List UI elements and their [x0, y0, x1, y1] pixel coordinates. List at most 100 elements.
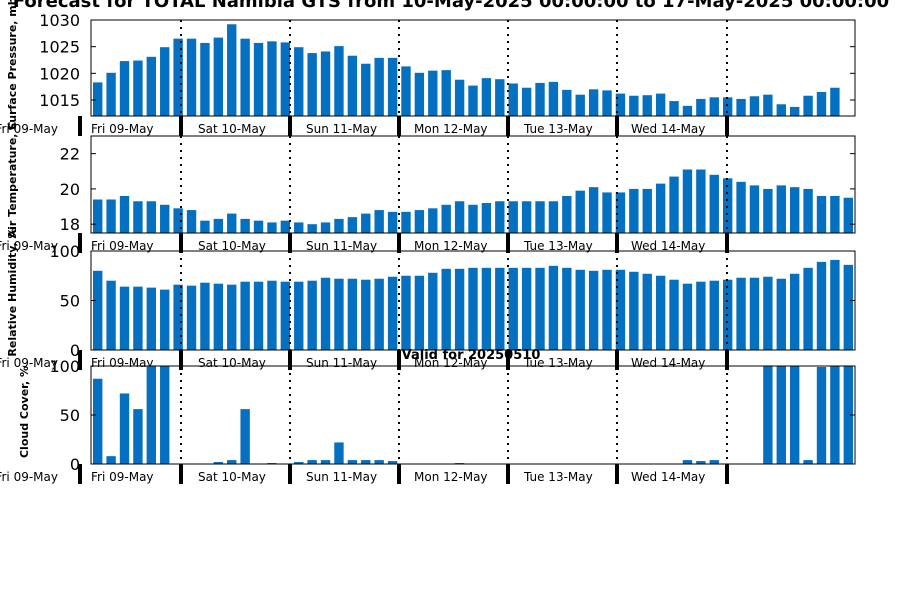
bar [387, 211, 398, 233]
bar [160, 204, 170, 233]
bar [749, 96, 760, 116]
bar [830, 366, 840, 464]
bar [374, 57, 384, 116]
day-tick-label: Sun 11-May [306, 356, 377, 370]
bar [401, 66, 411, 116]
bar [682, 105, 693, 116]
day-tick-label: Wed 14-May [631, 356, 705, 370]
bar [227, 213, 237, 233]
bar [548, 265, 559, 350]
bar [334, 442, 344, 464]
bar [454, 201, 465, 233]
bar [387, 276, 398, 350]
bar [414, 275, 425, 350]
bar [307, 280, 317, 350]
bar [481, 78, 492, 116]
bar [763, 188, 773, 233]
y-tick-label: 1025 [39, 38, 80, 57]
bar [334, 46, 344, 116]
day-tick-label: Wed 14-May [631, 239, 705, 253]
y-tick-label: 0 [70, 455, 80, 474]
bar [763, 276, 773, 350]
bar [119, 286, 130, 350]
day-tick-label: Mon 12-May [414, 239, 488, 253]
bar [320, 51, 331, 116]
bar [696, 98, 706, 116]
day-tick-label: Wed 14-May [631, 470, 705, 484]
day-tick-label: Sat 10-May [198, 122, 266, 136]
day-tick-label: Mon 12-May [414, 470, 488, 484]
bar [776, 366, 786, 464]
bar [722, 97, 733, 116]
bar [575, 94, 585, 116]
bar [294, 222, 304, 233]
bar [495, 267, 505, 350]
bar [240, 218, 250, 233]
y-tick-label: 0 [70, 341, 80, 360]
bar [508, 201, 518, 233]
y-tick-label: 100 [49, 242, 80, 261]
y-tick-label: 1020 [39, 64, 80, 83]
bar [789, 106, 800, 116]
bar [789, 273, 800, 350]
bar [481, 203, 492, 233]
y-tick-label: 20 [60, 180, 80, 199]
bar [602, 269, 612, 350]
bar [361, 63, 371, 116]
bar [320, 222, 331, 233]
bar [213, 218, 224, 233]
bar [294, 281, 304, 350]
bar [441, 204, 451, 233]
bar [119, 393, 130, 464]
day-tick-label: Fri 09-May [91, 356, 154, 370]
bar [776, 185, 786, 233]
y-tick-label: 18 [60, 215, 80, 234]
bar [253, 42, 264, 116]
bar [602, 90, 612, 116]
bar [789, 187, 800, 233]
bar [696, 281, 706, 350]
bar [816, 195, 827, 233]
bar [629, 271, 639, 350]
bar [253, 281, 264, 350]
day-tick-label: Sat 10-May [198, 356, 266, 370]
bar [428, 272, 438, 350]
bar [709, 460, 719, 464]
bar [696, 169, 706, 233]
bar [575, 190, 585, 233]
bar [186, 38, 197, 116]
bar [320, 277, 331, 350]
bar [629, 188, 639, 233]
bar [294, 462, 304, 464]
bar [830, 87, 840, 116]
valid-date-label: Valid for 20250510 [402, 348, 541, 363]
bar [776, 278, 786, 350]
bar [736, 277, 746, 350]
bar [562, 89, 572, 116]
bar [186, 285, 197, 350]
bar [200, 42, 210, 116]
bar [240, 38, 250, 116]
day-tick-label: Fri 09-May [91, 122, 154, 136]
bar [294, 47, 304, 117]
day-tick-label: Fri 09-May [0, 122, 58, 136]
bar [789, 366, 800, 464]
bar [535, 267, 545, 350]
y-tick-label: 1015 [39, 91, 80, 110]
bar [93, 378, 103, 464]
bar [709, 174, 719, 233]
bar [642, 188, 652, 233]
bar [441, 70, 451, 116]
bar [843, 366, 853, 464]
y-axis-label: Surface Pressure, mb [6, 0, 19, 131]
bar [428, 70, 438, 116]
bar [803, 95, 813, 116]
bar [133, 60, 143, 116]
bar [830, 259, 840, 350]
bar [548, 201, 559, 233]
bar [387, 57, 398, 116]
bar [588, 187, 599, 233]
bar [361, 279, 371, 350]
bar [521, 201, 532, 233]
bar [93, 199, 103, 233]
